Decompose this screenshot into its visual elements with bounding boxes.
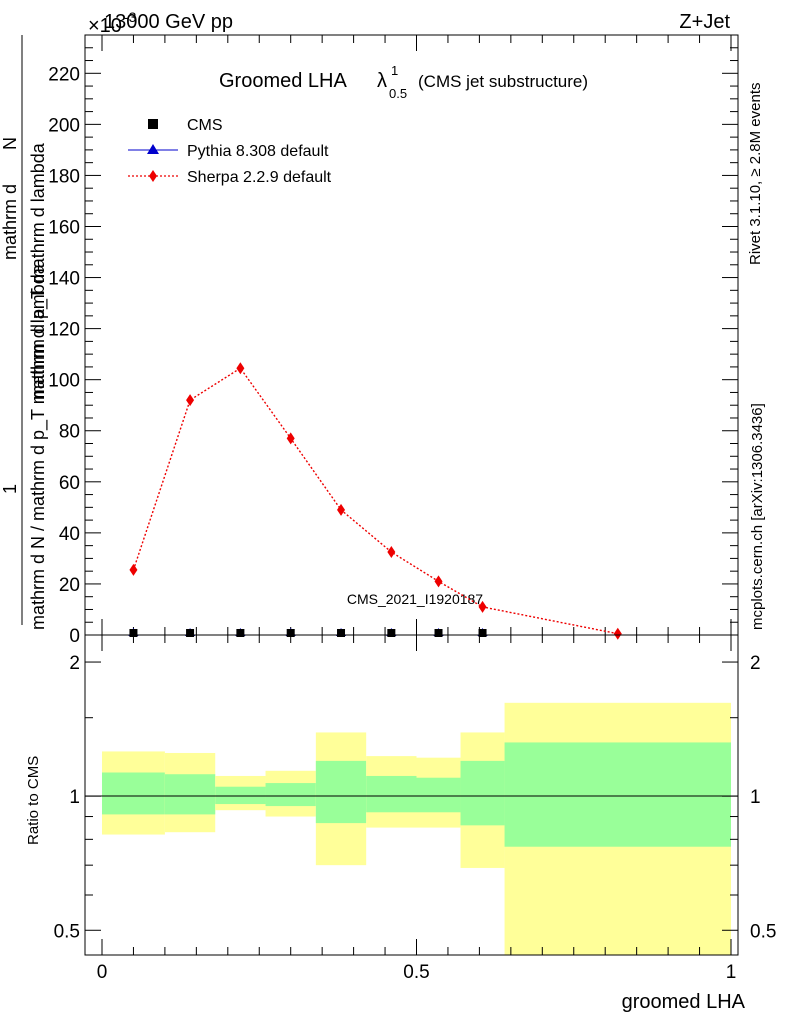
- y-tick-label: 20: [59, 575, 80, 596]
- legend-marker-cms: [148, 119, 158, 129]
- ratio-x-axis: 0 0.5 1: [97, 635, 737, 983]
- plot-title: Groomed LHA: [219, 70, 347, 92]
- cms-point: [286, 629, 295, 637]
- y-tick-label: 100: [48, 371, 80, 392]
- series-layer: [128, 362, 622, 640]
- ratio-y-tick-label: 2: [69, 653, 80, 674]
- cms-point: [478, 629, 487, 637]
- cms-point: [186, 629, 195, 637]
- ylabel-one: 1: [0, 484, 20, 494]
- ratio-y-tick-label-right: 2: [750, 653, 761, 674]
- x-tick-label: 0.5: [403, 962, 429, 983]
- y-tick-label: 60: [59, 473, 80, 494]
- ratio-y-axis: 0.5 0.5 1 1 2 2: [54, 653, 777, 942]
- ratio-band-green: [416, 777, 461, 813]
- plot-title-symbol: λ: [377, 70, 387, 92]
- legend-marker-pythia: [147, 144, 159, 154]
- ratio-band-green: [102, 772, 165, 815]
- ratio-bands: [102, 702, 731, 955]
- rivet-label: Rivet 3.1.10, ≥ 2.8M events: [747, 83, 764, 266]
- legend-label-pythia: Pythia 8.308 default: [187, 143, 329, 160]
- ratio-band-green: [366, 775, 417, 813]
- legend-label-sherpa: Sherpa 2.2.9 default: [187, 169, 332, 186]
- plot-title-sub: 0.5: [389, 86, 407, 101]
- y-tick-label: 40: [59, 524, 80, 545]
- sherpa-point: [236, 362, 245, 375]
- ratio-y-tick-label: 0.5: [54, 921, 80, 942]
- sherpa-point: [387, 546, 396, 559]
- plot-title-suffix: (CMS jet substructure): [418, 72, 588, 91]
- ratio-y-tick-label-right: 1: [750, 787, 761, 808]
- ratio-plot-frame: [84, 634, 739, 956]
- header-right-label: Z+Jet: [679, 11, 730, 33]
- sherpa-point: [337, 503, 346, 516]
- y-tick-label: 0: [69, 626, 80, 647]
- sherpa-point: [478, 600, 487, 613]
- exponent-label: ×10: [88, 15, 122, 37]
- header-left-label: 13000 GeV pp: [104, 11, 233, 33]
- main-x-axis: [101, 35, 732, 635]
- main-y-axis: 0 20 40 60 80 100 120 140 160 180 200 220: [48, 47, 738, 647]
- cms-point: [236, 629, 245, 637]
- exponent-power: -3: [124, 9, 137, 25]
- x-tick-label: 0: [97, 962, 108, 983]
- sherpa-point: [186, 394, 195, 407]
- plot-title-sup: 1: [391, 63, 398, 78]
- sherpa-point: [613, 627, 622, 640]
- y-tick-label: 80: [59, 422, 80, 443]
- ratio-band-green: [215, 786, 266, 805]
- y-tick-label: 220: [48, 64, 80, 85]
- y-tick-label: 200: [48, 115, 80, 136]
- y-tick-label: 140: [48, 269, 80, 290]
- ylabel-inner-d: mathrm d: [0, 184, 20, 260]
- y-tick-label: 180: [48, 166, 80, 187]
- sherpa-point: [286, 432, 295, 445]
- ylabel-inner-n: N: [0, 137, 20, 150]
- legend-label-cms: CMS: [187, 117, 223, 134]
- legend-marker-sherpa: [149, 170, 157, 182]
- ratio-y-tick-label: 1: [69, 787, 80, 808]
- sherpa-point: [434, 575, 443, 588]
- ylabel-inner-denominator: mathrm d p_T mathrm d lambda: [28, 142, 49, 400]
- ratio-band-green: [504, 742, 731, 847]
- sherpa-point: [129, 563, 138, 576]
- ratio-y-tick-label-right: 0.5: [750, 921, 776, 942]
- cms-point: [387, 629, 396, 637]
- ratio-band-green: [265, 783, 316, 807]
- ratio-y-label: Ratio to CMS: [25, 756, 42, 845]
- x-tick-label: 1: [726, 962, 737, 983]
- cms-point: [337, 629, 346, 637]
- ylabel-denominator: mathrm d N / mathrm d p_T mathrm d lambd…: [28, 263, 49, 630]
- ratio-band-green: [460, 760, 505, 826]
- ratio-band-green: [164, 774, 216, 815]
- analysis-watermark: CMS_2021_I1920187: [347, 591, 483, 607]
- legend: CMS Pythia 8.308 default Sherpa 2.2.9 de…: [128, 117, 332, 186]
- y-tick-label: 160: [48, 217, 80, 238]
- cms-point: [129, 629, 138, 637]
- cms-point: [434, 629, 443, 637]
- main-y-axis-label: mathrm d N / mathrm d p_T mathrm d lambd…: [0, 35, 49, 630]
- y-tick-label: 120: [48, 320, 80, 341]
- main-plot-frame: [84, 34, 739, 636]
- mcplots-label: mcplots.cern.ch [arXiv:1306.3436]: [749, 403, 766, 630]
- x-axis-label: groomed LHA: [622, 991, 746, 1013]
- ratio-band-green: [315, 760, 367, 824]
